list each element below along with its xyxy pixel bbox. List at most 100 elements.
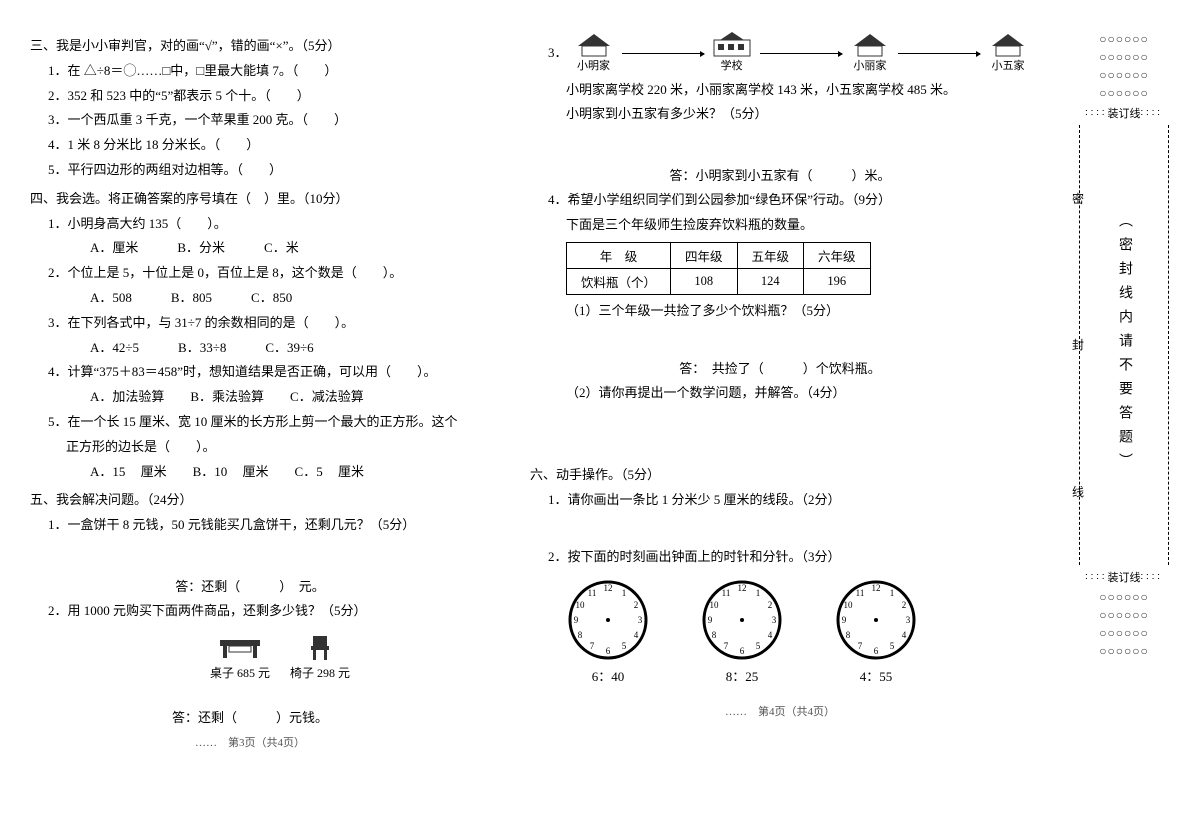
svg-text:4: 4 [634,630,639,640]
svg-text:2: 2 [768,600,773,610]
house-label: 小丽家 [848,58,892,76]
section-4-title: 四、我会选。将正确答案的序号填在（ ）里。（10分） [30,189,470,210]
svg-text:2: 2 [634,600,639,610]
s6-q2: 2．按下面的时刻画出钟面上的时针和分针。（3分） [530,547,1030,568]
house-label: 小五家 [986,58,1030,76]
house-icon [986,32,1030,58]
s4-q4-opts: A．加法验算 B．乘法验算 C．减法验算 [30,387,470,408]
bubble-row: ○○○○○○ [1060,30,1188,48]
seal-text: （密封线内请不要答题） [1114,213,1134,477]
svg-text:10: 10 [844,600,854,610]
clock-2-label: 8：25 [700,666,784,685]
clock-3-label: 4：55 [834,666,918,685]
dots-icon: ∶∶∶∶ [1085,108,1107,119]
clock-2: 1212 345 678 91011 8：25 [700,578,784,685]
svg-text:1: 1 [622,588,627,598]
s3-item-2: 2．352 和 523 中的“5”都表示 5 个十。（ ） [30,86,470,107]
svg-text:4: 4 [768,630,773,640]
s5-q1: 1．一盒饼干 8 元钱，50 元钱能买几盒饼干，还剩几元？（5分） [30,515,470,536]
staple-line-top: ∶∶∶∶ 装订线 ∶∶∶∶ [1060,105,1188,121]
svg-text:6: 6 [606,646,611,656]
s5-q4-sub1: （1）三个年级一共捡了多少个饮料瓶？（5分） [530,301,1030,322]
th-g6: 六年级 [804,242,871,268]
s4-q1: 1．小明身高大约 135（ ）。 [30,214,470,235]
svg-text:3: 3 [638,615,643,625]
bubble-row: ○○○○○○ [1060,624,1188,642]
s4-q5b: 正方形的边长是（ ）。 [30,437,470,458]
staple-label: 装订线 [1108,569,1141,585]
svg-text:8: 8 [578,630,583,640]
seal-marker: 封 [1072,336,1094,353]
s5-q3-text1: 小明家离学校 220 米，小丽家离学校 143 米，小五家离学校 485 米。 [530,80,1030,101]
clock-1: 1212 345 678 91011 6：40 [566,578,650,685]
house-icon [572,32,616,58]
svg-text:9: 9 [708,615,713,625]
binding-sidebar: ○○○○○○ ○○○○○○ ○○○○○○ ○○○○○○ ∶∶∶∶ 装订线 ∶∶∶… [1060,0,1188,839]
arrow-icon [760,53,842,54]
svg-text:4: 4 [902,630,907,640]
s5-q4-sub1-ans: 答： 共捡了（ ）个饮料瓶。 [530,358,1030,377]
s3-item-5: 5．平行四边形的两组对边相等。（ ） [30,160,470,181]
th-grade: 年 级 [567,242,671,268]
arrow-icon [622,53,704,54]
chair-icon [295,632,345,662]
s5-q3-text2: 小明家到小五家有多少米？（5分） [530,104,1030,125]
s3-item-3: 3．一个西瓜重 3 千克，一个苹果重 200 克。（ ） [30,110,470,131]
desk-label: 桌子 685 元 [210,664,270,681]
s4-q3-opts: A．42÷5 B．33÷8 C．39÷6 [30,338,470,359]
house-icon [848,32,892,58]
table-row: 饮料瓶（个） 108 124 196 [567,268,871,294]
desk-icon [215,632,265,662]
svg-text:6: 6 [740,646,745,656]
seal-marker: 密 [1072,190,1094,207]
svg-text:12: 12 [604,583,613,593]
svg-text:11: 11 [722,588,731,598]
clock-3: 1212 345 678 91011 4：55 [834,578,918,685]
svg-text:10: 10 [710,600,720,610]
bottle-table: 年 级 四年级 五年级 六年级 饮料瓶（个） 108 124 196 [566,242,871,295]
house-diagram: 3． 小明家 学校 小丽家 小五家 [548,32,1030,76]
seal-marker: 线 [1072,483,1094,500]
th-g5: 五年级 [737,242,804,268]
bubble-row: ○○○○○○ [1060,642,1188,660]
svg-text:6: 6 [874,646,879,656]
house-label: 小明家 [572,58,616,76]
svg-text:1: 1 [756,588,761,598]
dots-icon: ∶∶∶∶ [1141,108,1163,119]
svg-text:3: 3 [906,615,911,625]
house-school: 学校 [710,32,754,76]
clock-icon: 1212 345 678 91011 [700,578,784,662]
cell-g6: 196 [804,268,871,294]
arrow-icon [898,53,980,54]
dots-icon: ∶∶∶∶ [1141,572,1163,583]
omr-bubbles-bottom: ○○○○○○ ○○○○○○ ○○○○○○ ○○○○○○ [1060,588,1188,660]
product-chair: 椅子 298 元 [290,632,350,681]
svg-text:5: 5 [890,641,895,651]
section-6-title: 六、动手操作。（5分） [530,465,1030,486]
section-5-title: 五、我会解决问题。（24分） [30,490,470,511]
seal-markers: 密 封 线 [1072,125,1094,565]
cell-g5: 124 [737,268,804,294]
table-row: 年 级 四年级 五年级 六年级 [567,242,871,268]
s4-q2-opts: A．508 B．805 C．850 [30,288,470,309]
svg-text:9: 9 [574,615,579,625]
th-g4: 四年级 [671,242,738,268]
s5-q4-sub2: （2）请你再提出一个数学问题，并解答。（4分） [530,383,1030,404]
s4-q5: 5．在一个长 15 厘米、宽 10 厘米的长方形上剪一个最大的正方形。这个 [30,412,470,433]
left-column: 三、我是小小审判官，对的画“√”，错的画“×”。（5分） 1．在 △÷8＝◯……… [0,0,500,839]
s5-q3-answer: 答：小明家到小五家有（ ）米。 [530,165,1030,184]
svg-text:12: 12 [872,583,881,593]
omr-bubbles-top: ○○○○○○ ○○○○○○ ○○○○○○ ○○○○○○ [1060,30,1188,102]
bubble-row: ○○○○○○ [1060,84,1188,102]
svg-text:1: 1 [890,588,895,598]
house-label: 学校 [710,58,754,76]
clock-icon: 1212 345 678 91011 [834,578,918,662]
s3-item-1: 1．在 △÷8＝◯……□中，□里最大能填 7。（ ） [30,61,470,82]
staple-line-bottom: ∶∶∶∶ 装订线 ∶∶∶∶ [1060,569,1188,585]
svg-text:12: 12 [738,583,747,593]
bubble-row: ○○○○○○ [1060,606,1188,624]
staple-label: 装订线 [1108,105,1141,121]
product-desk: 桌子 685 元 [210,632,270,681]
s4-q2: 2．个位上是 5，十位上是 0，百位上是 8，这个数是（ ）。 [30,263,470,284]
s4-q3: 3．在下列各式中，与 31÷7 的余数相同的是（ ）。 [30,313,470,334]
